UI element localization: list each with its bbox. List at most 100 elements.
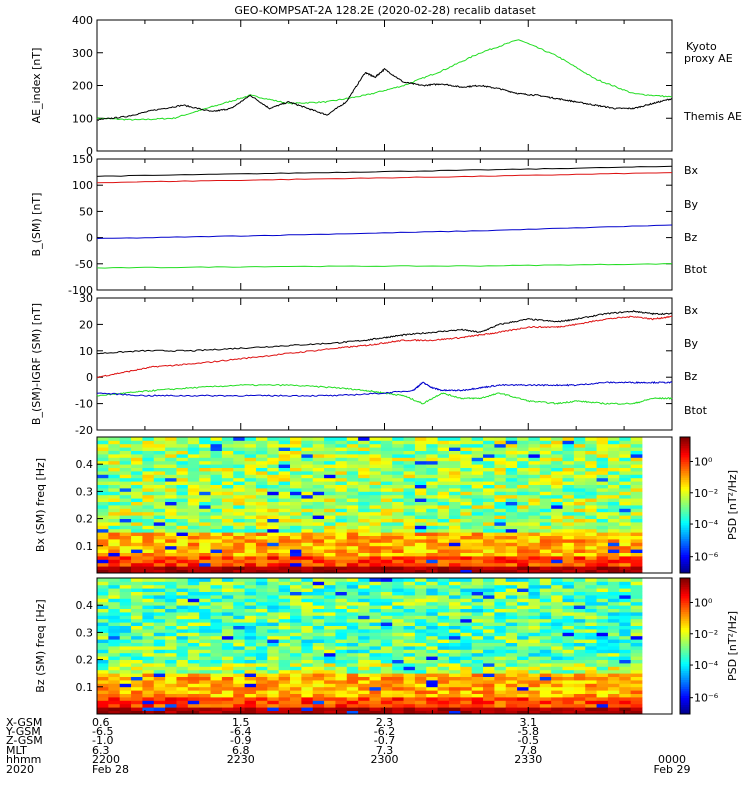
bx-spectrogram-cell	[437, 549, 450, 553]
bx-spectrogram-cell	[301, 511, 314, 516]
bx-spectrogram-cell	[448, 457, 461, 462]
bx-spectrogram-cell	[426, 511, 439, 516]
bx-spectrogram-cell	[97, 471, 109, 475]
bz-spectrogram-cell	[233, 710, 245, 715]
bz-spectrogram-colorbar-tick-label: 10⁻⁶	[694, 692, 719, 705]
bx-spectrogram-cell	[369, 566, 382, 570]
bx-spectrogram-cell	[221, 522, 234, 526]
bz-spectrogram-cell	[562, 703, 575, 708]
bx-spectrogram-cell	[244, 525, 257, 530]
bx-spectrogram-cell	[448, 569, 461, 574]
bz-spectrogram-cell	[585, 666, 597, 671]
bx-spectrogram-cell	[528, 569, 541, 574]
bz-spectrogram-colorbar-segment	[680, 600, 690, 604]
bx-spectrogram-cell	[573, 569, 586, 574]
bx-spectrogram-cell	[505, 484, 518, 489]
bz-spectrogram-cell	[517, 693, 529, 698]
bz-spectrogram-cell	[187, 686, 200, 691]
bz-spectrogram-cell	[244, 591, 257, 596]
bx-spectrogram-cell	[573, 440, 586, 445]
bz-spectrogram-cell	[244, 673, 257, 677]
bz-spectrogram-cell	[369, 659, 382, 664]
bx-spectrogram-cell	[187, 528, 200, 533]
bx-spectrogram-cell	[437, 505, 450, 509]
bz-spectrogram-colorbar-segment	[680, 661, 690, 665]
bx-spectrogram-cell	[210, 542, 223, 547]
bz-spectrogram-cell	[369, 652, 382, 657]
bz-spectrogram-cell	[460, 591, 473, 596]
bz-spectrogram-cell	[562, 652, 575, 657]
bz-spectrogram-cell	[551, 601, 563, 606]
bz-spectrogram-colorbar-segment	[680, 693, 690, 697]
bx-spectrogram-cell	[244, 532, 257, 536]
bx-spectrogram-cell	[369, 508, 382, 513]
bx-spectrogram-cell	[290, 508, 302, 513]
bz-spectrogram-cell	[335, 635, 348, 640]
bx-spectrogram-cell	[573, 460, 586, 465]
bx-spectrogram-cell	[562, 494, 575, 499]
bz-spectrogram-cell	[460, 673, 473, 677]
bx-spectrogram-cell	[358, 545, 370, 550]
bx-spectrogram-cell	[573, 559, 586, 564]
bx-spectrogram-cell	[539, 542, 552, 547]
bz-spectrogram-cell	[210, 656, 223, 660]
bx-spectrogram-cell	[426, 552, 439, 557]
bz-spectrogram-cell	[403, 676, 416, 681]
bz-spectrogram-cell	[483, 612, 495, 616]
bz-spectrogram-cell	[460, 598, 473, 603]
bz-spectrogram-cell	[528, 693, 541, 698]
bz-spectrogram-cell	[233, 598, 245, 603]
bx-spectrogram-cell	[380, 515, 393, 519]
bx-spectrogram-cell	[358, 549, 370, 553]
bx-spectrogram-cell	[539, 437, 552, 441]
bz-spectrogram-cell	[517, 683, 529, 688]
bz-spectrogram-cell	[619, 612, 632, 616]
ephemeris-value: 6.8	[232, 744, 250, 757]
bx-spectrogram-cell	[335, 467, 348, 472]
bz-spectrogram-cell	[108, 622, 121, 626]
bx-spectrogram-cell	[131, 498, 143, 502]
bz-spectrogram-cell	[403, 591, 416, 596]
bx-spectrogram-cell	[335, 545, 348, 550]
bx-spectrogram-cell	[187, 552, 200, 557]
bx-spectrogram-cell	[528, 501, 541, 506]
bz-spectrogram-cell	[142, 649, 155, 654]
bz-spectrogram-cell	[153, 632, 166, 637]
bx-spectrogram-cell	[528, 549, 541, 553]
bz-spectrogram-cell	[460, 707, 473, 711]
bx-spectrogram-cell	[244, 481, 257, 485]
bx-spectrogram-cell	[426, 522, 439, 526]
bx-spectrogram-cell	[494, 498, 507, 502]
bx-spectrogram-cell	[324, 515, 336, 519]
bx-spectrogram-cell	[290, 566, 302, 570]
bz-spectrogram-cell	[585, 703, 597, 708]
bx-spectrogram-cell	[233, 501, 245, 506]
bz-spectrogram-cell	[210, 642, 223, 647]
bz-spectrogram-cell	[483, 632, 495, 637]
bz-spectrogram-cell	[142, 605, 155, 609]
bx-spectrogram-cell	[153, 443, 166, 448]
bz-spectrogram-cell	[119, 588, 132, 592]
bx-spectrogram-cell	[505, 440, 518, 445]
bz-spectrogram-cell	[358, 666, 370, 671]
bx-spectrogram-cell	[335, 471, 348, 475]
bx-spectrogram-cell	[278, 494, 291, 499]
bx-spectrogram-cell	[380, 464, 393, 468]
bx-spectrogram-cell	[199, 464, 211, 468]
bz-spectrogram-cell	[483, 710, 495, 715]
bx-spectrogram-cell	[448, 467, 461, 472]
bz-spectrogram-cell	[494, 581, 507, 586]
bz-spectrogram-cell	[176, 693, 189, 698]
bx-spectrogram-cell	[517, 556, 529, 560]
bx-spectrogram-cell	[573, 447, 586, 451]
bz-spectrogram-cell	[596, 632, 609, 637]
bx-spectrogram-cell	[437, 471, 450, 475]
bx-spectrogram-cell	[460, 450, 473, 455]
bx-spectrogram-cell	[335, 518, 348, 523]
bz-spectrogram-cell	[607, 686, 620, 691]
bx-spectrogram-cell	[335, 532, 348, 536]
bz-spectrogram-colorbar-tick-label: 10⁻²	[694, 628, 718, 641]
bx-spectrogram-cell	[596, 508, 609, 513]
bz-spectrogram-cell	[153, 584, 166, 589]
bz-spectrogram-cell	[165, 669, 177, 674]
